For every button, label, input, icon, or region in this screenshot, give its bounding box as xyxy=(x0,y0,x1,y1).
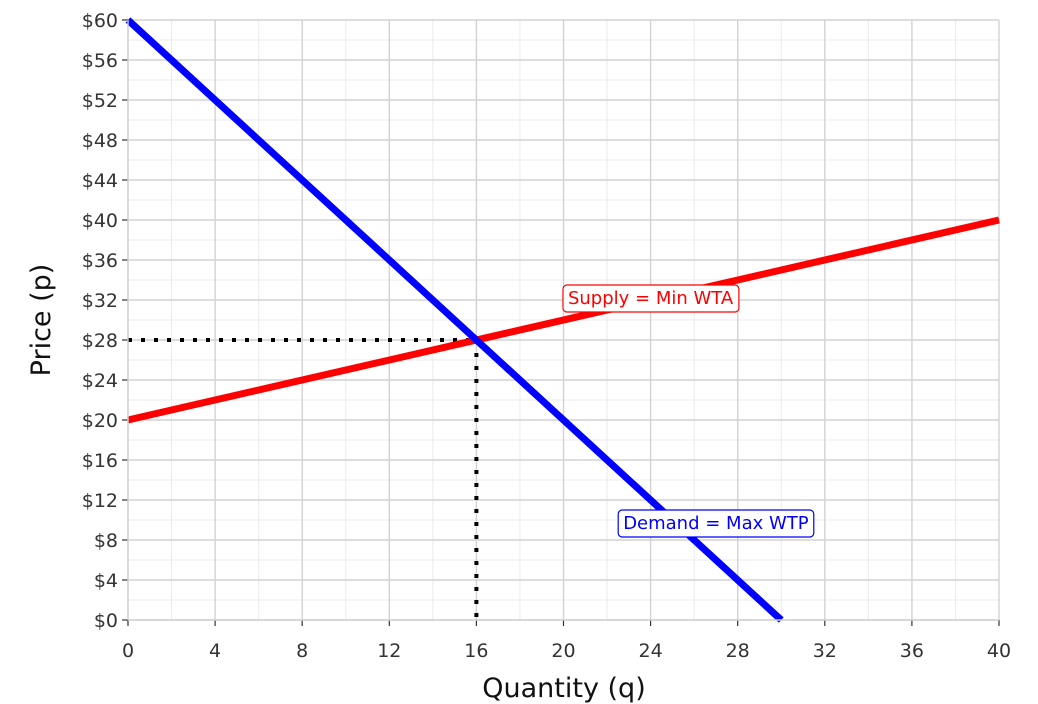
y-tick-label: $12 xyxy=(82,490,118,512)
x-axis-title: Quantity (q) xyxy=(482,673,645,704)
x-tick-label: 32 xyxy=(813,640,837,662)
y-tick-label: $24 xyxy=(82,370,118,392)
y-tick-label: $0 xyxy=(94,610,118,632)
demand-label: Demand = Max WTP xyxy=(617,509,815,538)
curve-labels: Supply = Min WTA Demand = Max WTP xyxy=(562,284,815,538)
supply-label: Supply = Min WTA xyxy=(562,284,740,313)
x-tick-label: 28 xyxy=(726,640,750,662)
x-tick-label: 0 xyxy=(122,640,134,662)
label-text: Supply = Min WTA xyxy=(568,288,734,309)
y-tick-label: $8 xyxy=(94,530,118,552)
y-tick-label: $44 xyxy=(82,170,118,192)
y-axis-title: Price (p) xyxy=(26,264,57,377)
y-tick-label: $40 xyxy=(82,210,118,232)
y-tick-label: $52 xyxy=(82,90,118,112)
x-tick-label: 12 xyxy=(377,640,401,662)
y-axis-ticks: $0 $4 $8 $12 $16 $20 $24 $28 $32 $36 $40 $44 $48 $52 $… xyxy=(82,10,128,632)
y-tick-label: $32 xyxy=(82,290,118,312)
y-tick-label: $4 xyxy=(94,570,118,592)
label-box xyxy=(617,509,815,538)
x-tick-label: 16 xyxy=(464,640,488,662)
y-tick-label: $28 xyxy=(82,330,118,352)
x-tick-label: 24 xyxy=(639,640,663,662)
label-box xyxy=(562,284,740,313)
y-tick-label: $16 xyxy=(82,450,118,472)
y-tick-label: $20 xyxy=(82,410,118,432)
x-tick-label: 4 xyxy=(209,640,221,662)
x-axis-ticks: 0 4 8 12 16 20 24 28 32 36 40 xyxy=(122,620,1011,662)
y-tick-label: $60 xyxy=(82,10,118,32)
y-tick-label: $56 xyxy=(82,50,118,72)
x-tick-label: 36 xyxy=(900,640,924,662)
label-text: Demand = Max WTP xyxy=(623,513,809,534)
x-tick-label: 40 xyxy=(987,640,1011,662)
x-tick-label: 20 xyxy=(551,640,575,662)
supply-curve xyxy=(127,216,1000,424)
y-tick-label: $36 xyxy=(82,250,118,272)
x-tick-label: 8 xyxy=(296,640,308,662)
y-tick-label: $48 xyxy=(82,130,118,152)
